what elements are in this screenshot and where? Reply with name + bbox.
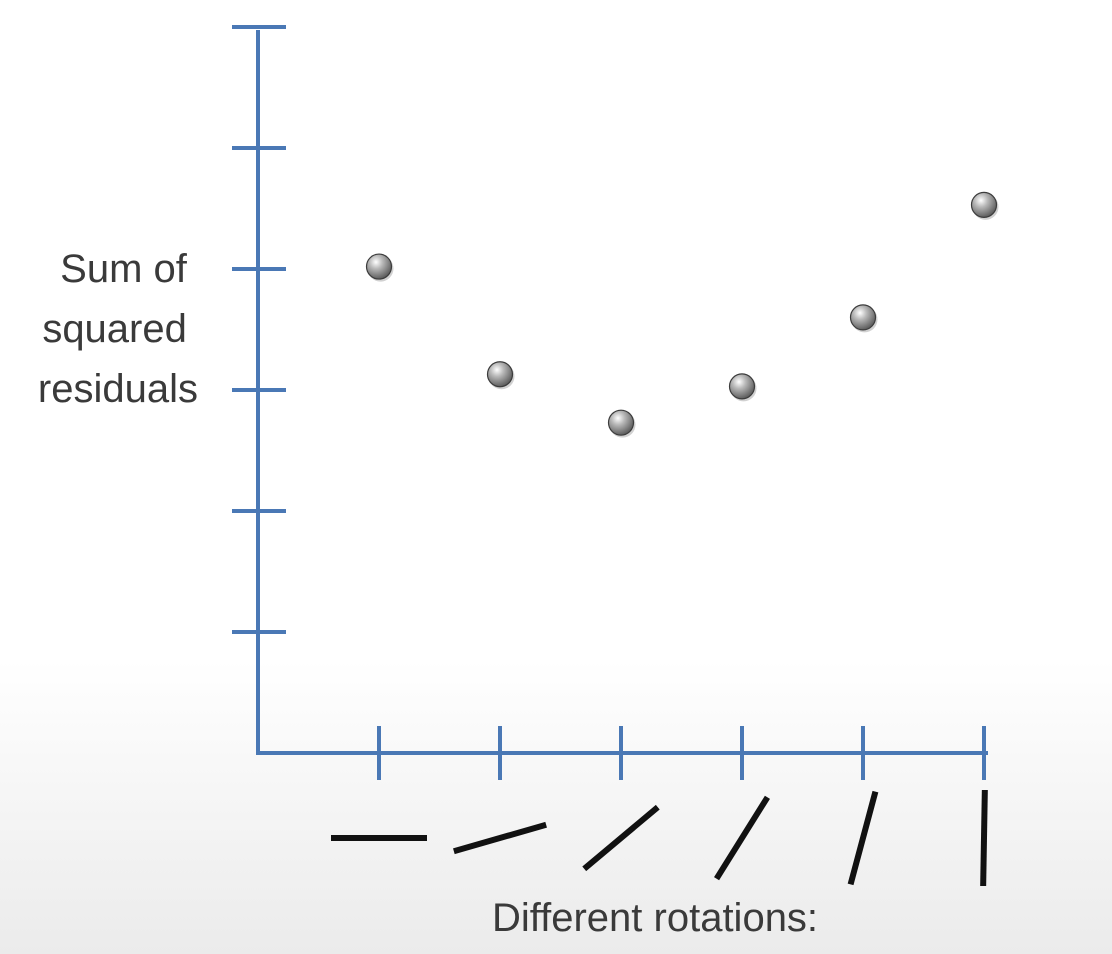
data-point [486, 361, 514, 388]
rotation-line [847, 790, 879, 886]
y-axis-label: Sum of squared residuals [38, 247, 198, 411]
data-point [607, 409, 635, 436]
axes [232, 25, 988, 780]
rotation-line [980, 789, 988, 887]
axis-labels: Sum of squared residuals Different rotat… [38, 247, 818, 940]
y-axis-label-line-3: residuals [38, 367, 198, 411]
data-point [970, 191, 998, 218]
x-axis-label: Different rotations: [492, 896, 818, 940]
rotation-line [714, 795, 770, 881]
data-point [849, 304, 877, 331]
rotation-lines [331, 789, 988, 887]
rotation-line [582, 804, 660, 872]
rotation-line [453, 821, 547, 855]
data-point [728, 373, 756, 400]
y-axis-label-line-2: squared [42, 307, 187, 351]
data-points [365, 191, 999, 438]
data-point [365, 253, 393, 280]
y-axis-label-line-1: Sum of [60, 247, 188, 291]
